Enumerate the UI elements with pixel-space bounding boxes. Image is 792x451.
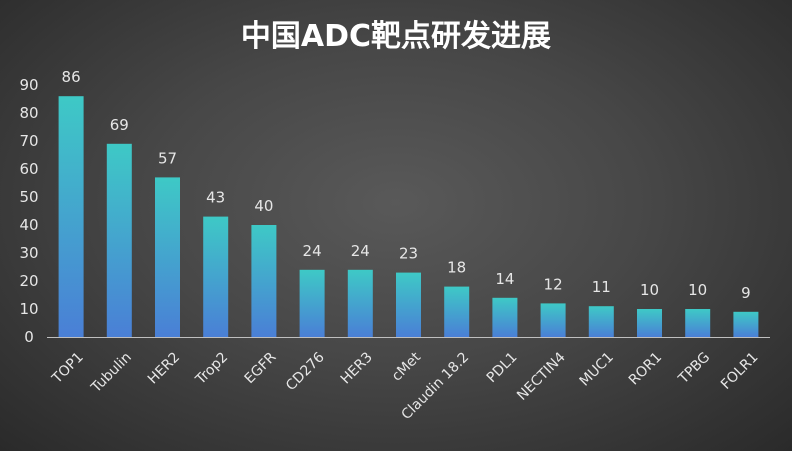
y-tick-label: 20 (19, 272, 38, 290)
y-tick-label: 80 (19, 104, 38, 122)
data-label: 18 (447, 259, 466, 277)
x-tick-label: cMet (389, 349, 425, 385)
x-tick-label: NECTIN4 (514, 349, 569, 404)
bar (588, 306, 614, 337)
x-tick-label: HER2 (145, 349, 183, 387)
bar (347, 269, 373, 337)
bar (58, 96, 84, 337)
data-label: 23 (399, 245, 418, 263)
bar (540, 303, 566, 337)
x-tick-label: HER3 (338, 349, 376, 387)
x-tick-label: Trop2 (192, 349, 231, 388)
data-label: 43 (206, 189, 225, 207)
x-axis: TOP1 Tubulin HER2 Trop2 EGFR CD276 HER3 cMetCla… (47, 337, 770, 423)
bar (251, 225, 277, 337)
bar (685, 309, 711, 337)
y-tick-label: 60 (19, 160, 38, 178)
y-tick-label: 0 (24, 328, 34, 346)
y-tick-label: 10 (19, 300, 38, 318)
x-tick-label: EGFR (242, 349, 280, 387)
data-label: 86 (62, 68, 81, 86)
bar (492, 297, 518, 337)
bars-group (58, 96, 759, 337)
bar (106, 143, 132, 337)
bar (396, 272, 421, 337)
data-label: 40 (254, 197, 273, 215)
data-label: 9 (741, 284, 751, 302)
data-label: 10 (688, 281, 707, 299)
y-tick-label: 90 (19, 76, 38, 94)
bar (155, 177, 180, 337)
bar (203, 216, 229, 337)
data-label: 11 (592, 278, 611, 296)
data-label: 14 (495, 270, 514, 288)
data-labels-group: 86 69 57 43 40 24 24 23 18 14 12 11 10 10 9 (62, 68, 751, 302)
data-label: 10 (640, 281, 659, 299)
x-tick-label: CD276 (283, 349, 328, 394)
y-tick-label: 50 (19, 188, 38, 206)
x-tick-label: FOLR1 (718, 349, 761, 392)
bar (637, 309, 662, 337)
data-label: 69 (110, 116, 129, 134)
data-label: 12 (544, 275, 563, 293)
x-tick-label: TPBG (675, 349, 713, 387)
y-axis: 0 10 20 30 40 50 60 70 80 90 (19, 76, 38, 346)
data-label: 24 (351, 242, 370, 260)
x-tick-label: MUC1 (577, 349, 617, 389)
x-tick-label: TOP1 (49, 349, 87, 387)
bar (444, 286, 470, 337)
bar (299, 269, 325, 337)
y-tick-label: 30 (19, 244, 38, 262)
x-tick-label: Tubulin (88, 349, 135, 396)
y-tick-label: 40 (19, 216, 38, 234)
data-label: 57 (158, 149, 177, 167)
data-label: 24 (303, 242, 322, 260)
y-tick-label: 70 (19, 132, 38, 150)
x-tick-label: ROR1 (626, 349, 665, 388)
x-tick-label: PDL1 (484, 349, 521, 386)
bar (733, 311, 759, 337)
chart-title: 中国ADC靶点研发进展 (241, 19, 551, 54)
